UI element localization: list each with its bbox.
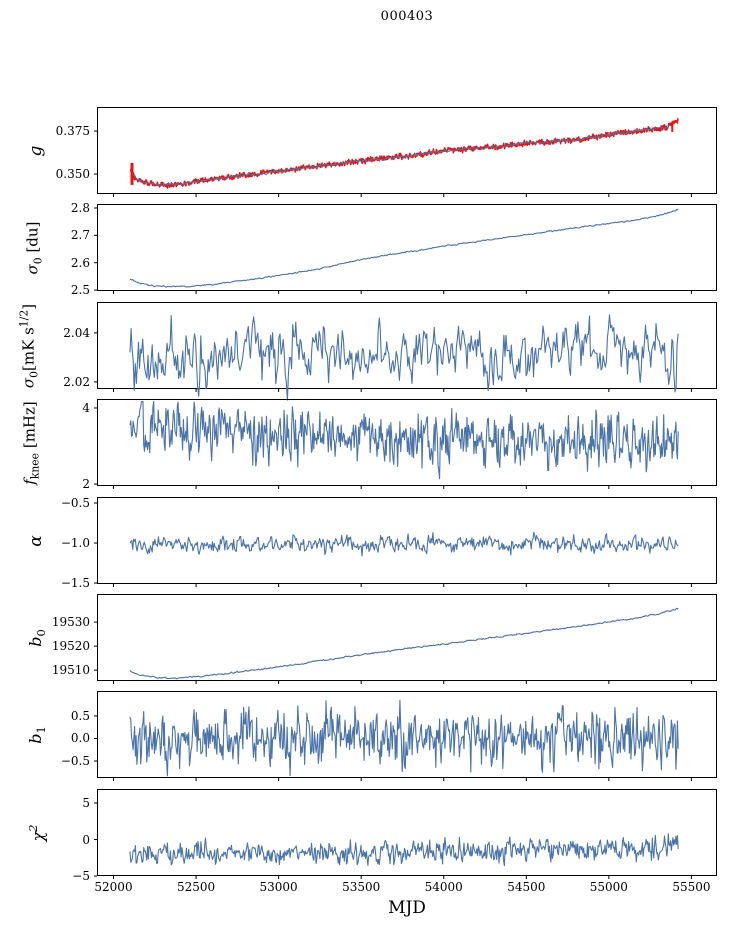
x-tick-label: 52500 [176, 880, 216, 894]
panel-alpha [94, 497, 717, 587]
y-tick-label-b1: 0.5 [70, 708, 90, 723]
y-axis-title-alpha: α [26, 534, 46, 547]
y-tick-label-alpha: −0.5 [60, 496, 90, 510]
panel-b1-plot [94, 691, 717, 781]
y-tick-label-b0: 19510 [51, 663, 90, 678]
panel-sigma0-mk-plot [94, 302, 717, 401]
y-tick-label-alpha: −1.5 [60, 576, 90, 591]
y-axis-title-sigma0-mk: σ0[mK s1/2] [17, 303, 41, 388]
y-tick-label-sigma0-du: 2.8 [70, 200, 90, 215]
y-tick-label-sigma0-mk: 2.02 [63, 374, 90, 389]
x-tick-label: 52000 [94, 880, 133, 894]
series-gain-smooth [129, 124, 672, 187]
x-tick-label: 55500 [672, 880, 711, 894]
y-axis-title-fknee: fknee [mHz] [20, 400, 42, 485]
y-tick-label-b1: 0.0 [70, 731, 90, 746]
x-tick-label: 55000 [589, 880, 628, 894]
y-tick-label-fknee: 2 [82, 477, 90, 492]
y-tick-label-sigma0-du: 2.5 [70, 283, 90, 298]
panel-fknee-plot [94, 399, 717, 489]
series-gain-raw [129, 117, 679, 189]
series-b0 [129, 607, 679, 680]
x-tick-label: 53500 [342, 880, 381, 894]
y-tick-label-sigma0-mk: 2.04 [63, 325, 90, 340]
y-tick-label-alpha: −1.0 [60, 536, 90, 551]
y-tick-label-sigma0-du: 2.7 [70, 228, 90, 243]
y-axis-title-chi2: χ2 [26, 823, 48, 842]
y-axis-title-b1: b1 [25, 725, 49, 744]
y-tick-label-g: 0.350 [55, 167, 90, 182]
series-alpha [129, 531, 679, 557]
y-tick-label-chi2: 0 [82, 832, 90, 847]
series-sigma0-du [129, 208, 679, 288]
panel-alpha-plot [94, 497, 717, 587]
series-chi2 [129, 833, 679, 867]
panel-sigma0-mk [94, 302, 717, 401]
panel-chi2 [94, 789, 717, 879]
y-axis-title-b0: b0 [25, 628, 49, 647]
x-tick-label: 53000 [259, 880, 298, 894]
panel-g-plot [94, 107, 717, 197]
panel-b0 [94, 594, 717, 684]
figure-title: 000403 [380, 9, 434, 24]
y-tick-label-g: 0.375 [55, 124, 90, 139]
panel-g [94, 107, 717, 197]
y-tick-label-chi2: −5 [72, 869, 90, 884]
series-sigma0-mk [129, 314, 679, 401]
y-axis-title-g: g [26, 145, 46, 156]
y-tick-label-chi2: 5 [82, 796, 90, 811]
x-axis-title: MJD [388, 898, 426, 918]
series-fknee [129, 400, 679, 480]
panel-sigma0-du-plot [94, 204, 717, 294]
panel-b0-plot [94, 594, 717, 684]
y-axis-title-sigma0-du: σ0 [du] [23, 221, 45, 274]
y-tick-label-fknee: 4 [82, 400, 90, 415]
panel-fknee [94, 399, 717, 489]
panel-sigma0-du [94, 204, 717, 294]
y-tick-label-b0: 19530 [51, 615, 90, 630]
x-tick-label: 54000 [424, 880, 463, 894]
series-b1 [129, 699, 679, 777]
y-tick-label-b1: −0.5 [60, 754, 90, 768]
x-tick-label: 54500 [507, 880, 546, 894]
y-tick-label-b0: 19520 [51, 639, 90, 654]
y-tick-label-sigma0-du: 2.6 [70, 255, 90, 270]
panel-b1 [94, 691, 717, 781]
panel-chi2-plot [94, 789, 717, 879]
